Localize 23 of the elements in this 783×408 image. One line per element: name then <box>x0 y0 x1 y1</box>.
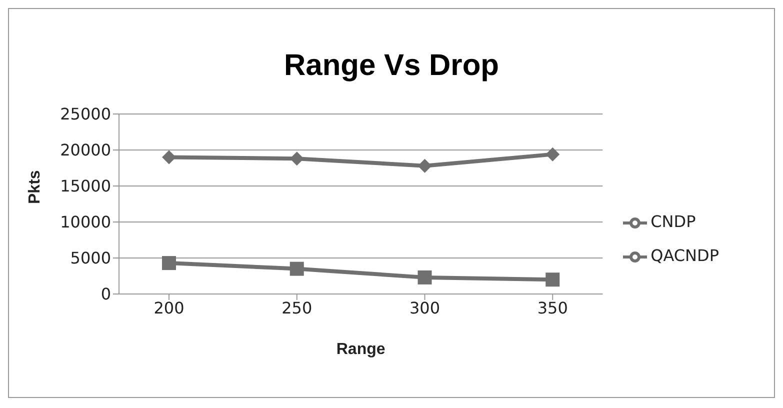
point <box>162 150 176 164</box>
y-tick-label: 25000 <box>60 104 111 124</box>
x-tick-label: 300 <box>409 298 440 318</box>
legend-label: CNDP <box>650 212 696 231</box>
legend-label: QACNDP <box>650 246 719 265</box>
chart-title: Range Vs Drop <box>282 49 500 83</box>
y-tick-label: 0 <box>100 284 111 304</box>
y-tick-label: 20000 <box>60 140 111 160</box>
y-tick-label: 15000 <box>60 176 111 196</box>
point <box>162 256 176 270</box>
point <box>546 272 560 287</box>
point <box>290 152 304 166</box>
x-tick-label: 250 <box>282 298 312 318</box>
point <box>418 158 432 173</box>
x-tick-label: 350 <box>537 298 568 318</box>
point <box>546 147 560 162</box>
x-axis-title: Range <box>336 341 386 358</box>
y-tick-label: 10000 <box>60 212 111 232</box>
x-tick-label: 200 <box>154 298 184 318</box>
y-axis-title: Pkts <box>26 170 44 204</box>
point <box>418 270 432 284</box>
y-tick-label: 5000 <box>70 248 111 268</box>
point <box>290 262 304 276</box>
